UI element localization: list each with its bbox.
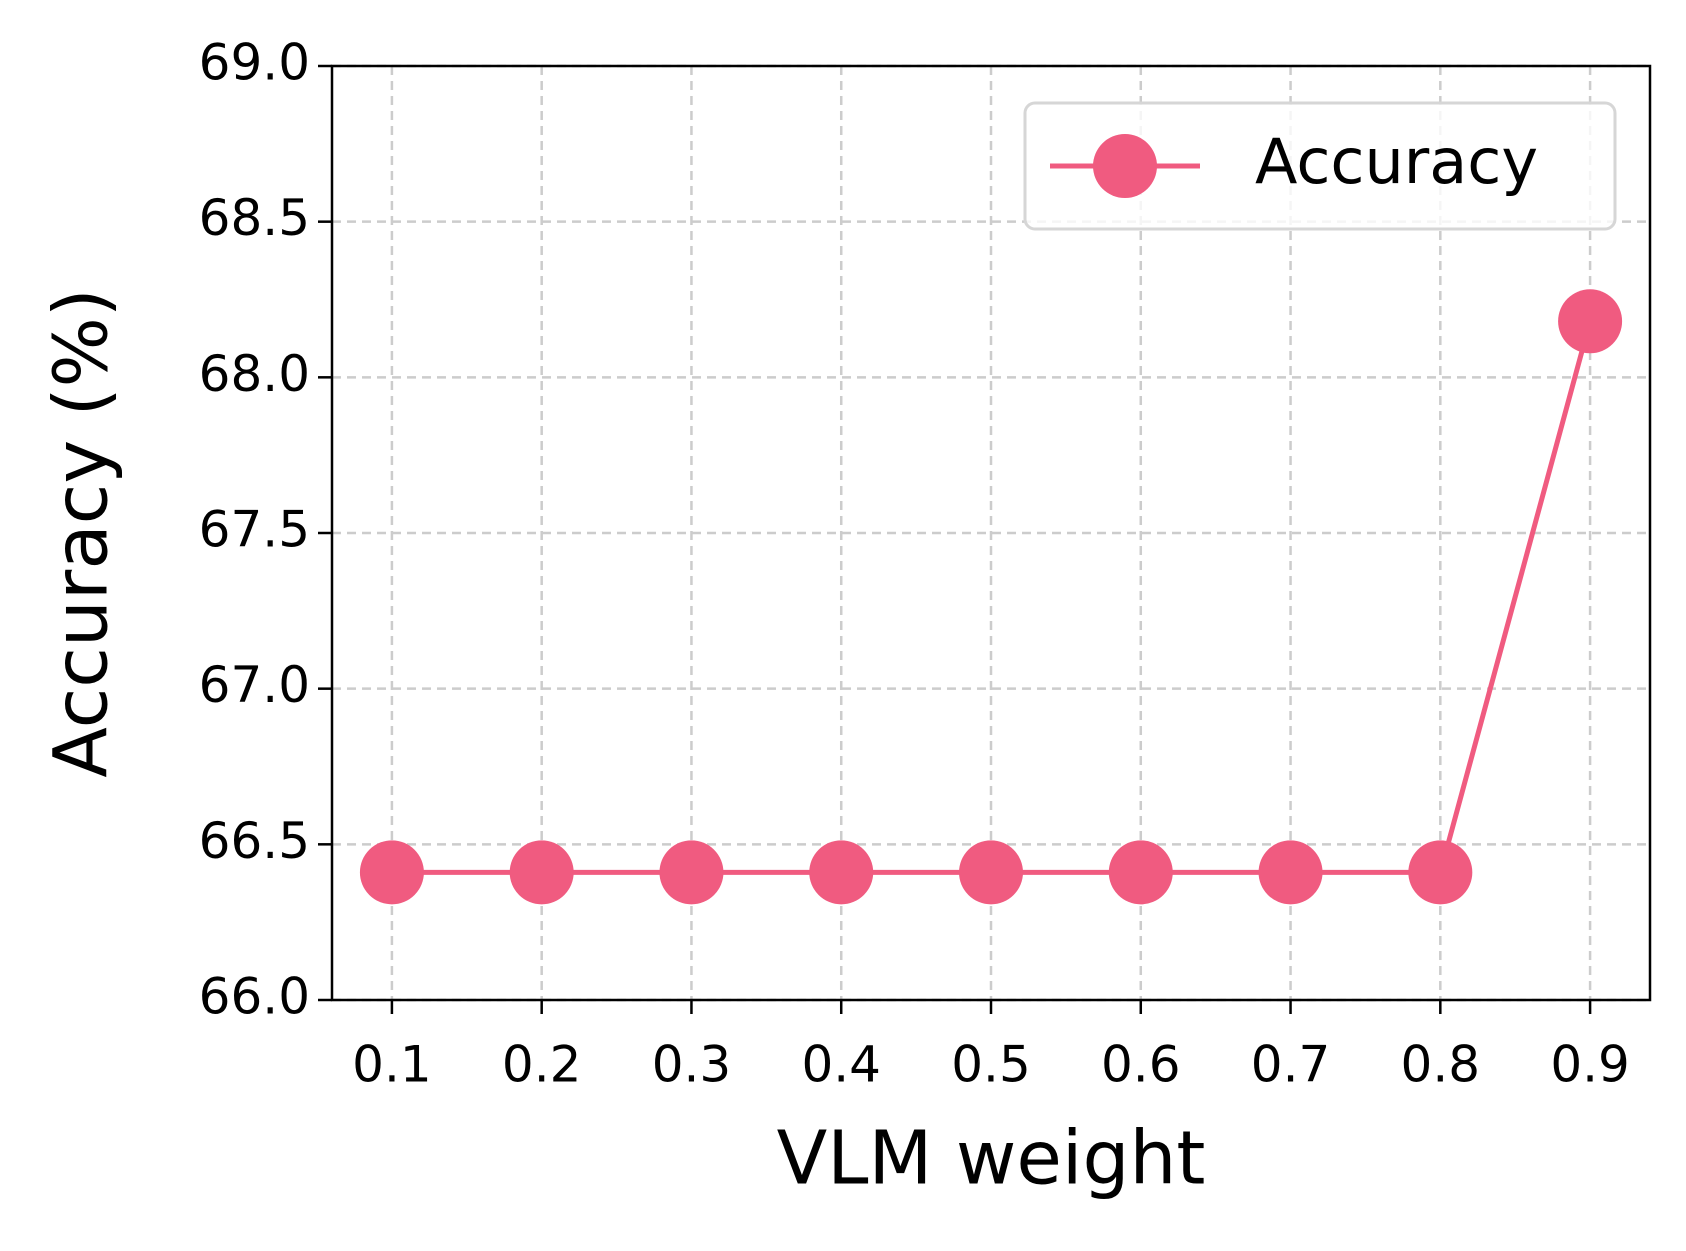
legend-marker: [1093, 134, 1157, 198]
y-tick-label: 66.5: [199, 812, 310, 870]
x-tick-label: 0.1: [352, 1036, 432, 1094]
legend-box: [1023, 101, 1617, 231]
x-tick-label: 0.6: [1101, 1036, 1181, 1094]
y-tick-label: 69.0: [199, 34, 310, 92]
y-tick-label: 67.0: [199, 656, 310, 714]
marker: [359, 840, 424, 905]
y-tick-label: 68.0: [199, 345, 310, 403]
marker: [509, 840, 574, 905]
y-axis-label: Accuracy (%): [39, 288, 125, 777]
x-tick-label: 0.4: [801, 1036, 881, 1094]
x-tick-label: 0.7: [1251, 1036, 1331, 1094]
y-tick-label: 68.5: [199, 189, 310, 247]
x-tick-label: 0.9: [1550, 1036, 1630, 1094]
y-tick-label: 67.5: [199, 501, 310, 559]
x-tick-label: 0.8: [1401, 1036, 1481, 1094]
marker: [1408, 840, 1473, 905]
legend: Accuracy: [1023, 101, 1617, 231]
marker: [1558, 289, 1623, 354]
x-tick-label: 0.3: [652, 1036, 732, 1094]
marker: [959, 840, 1023, 905]
marker: [1258, 840, 1323, 905]
y-tick-label: 66.0: [199, 968, 310, 1026]
x-tick-label: 0.5: [951, 1036, 1031, 1094]
marker: [1108, 840, 1173, 905]
plot-frame: [330, 64, 1652, 1002]
marker: [809, 840, 874, 905]
x-tick-label: 0.2: [502, 1036, 582, 1094]
legend-label: Accuracy: [1255, 125, 1538, 198]
marker: [659, 840, 724, 905]
x-axis-label: VLM weight: [777, 1116, 1206, 1202]
